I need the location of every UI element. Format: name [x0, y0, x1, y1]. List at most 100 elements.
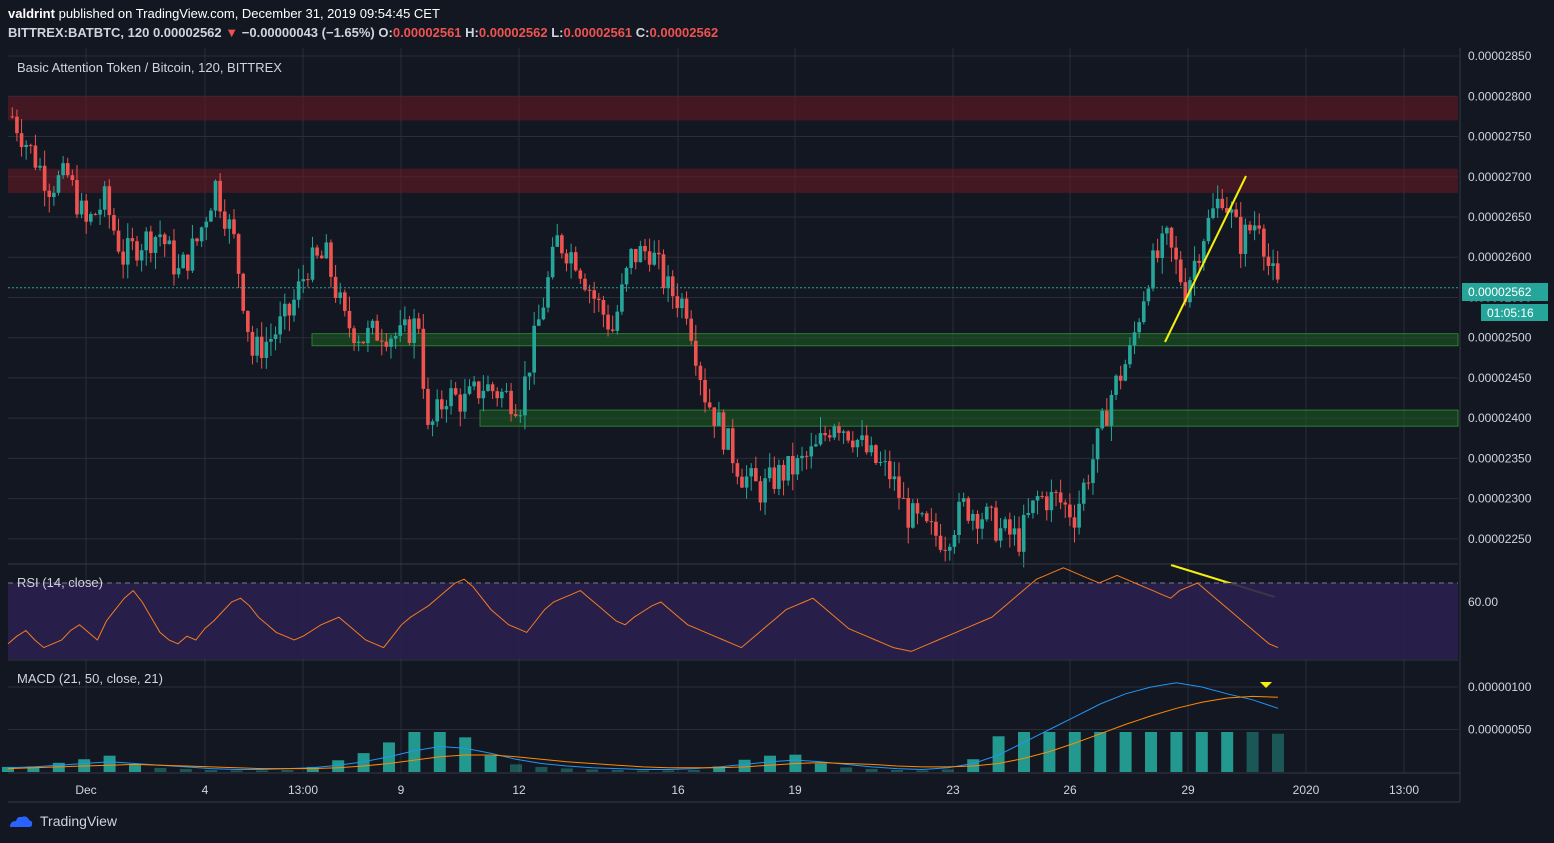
candle-body	[1146, 288, 1151, 302]
zone-support	[479, 409, 1459, 427]
candle-body	[389, 338, 393, 347]
candle-body	[638, 245, 643, 263]
main-pane-title: Basic Attention Token / Bitcoin, 120, BI…	[17, 60, 282, 75]
candle-body	[814, 444, 818, 447]
y-tick-label: 0.00002700	[1468, 170, 1532, 184]
candle-body	[592, 290, 597, 299]
candle-body	[15, 116, 19, 134]
candle-body	[606, 314, 610, 330]
candle-body	[292, 299, 296, 316]
candle-body	[1192, 260, 1197, 281]
candle-body	[139, 250, 144, 261]
candle-body	[846, 431, 851, 441]
candle-body	[550, 246, 555, 278]
candle-body	[52, 192, 56, 198]
candle-body	[560, 235, 564, 254]
macd-histogram-bar	[611, 769, 624, 772]
candle-body	[1128, 345, 1132, 365]
candle-body	[532, 325, 536, 373]
candle-body	[1091, 459, 1095, 484]
brand-name: TradingView	[40, 813, 118, 829]
candle-body	[486, 384, 490, 391]
tradingview-logo[interactable]: TradingView	[8, 813, 117, 829]
macd-histogram-bar	[560, 768, 573, 772]
candle-body	[947, 546, 952, 551]
candle-body	[472, 381, 476, 387]
candle-body	[384, 341, 389, 347]
publisher-name[interactable]: valdrint	[8, 6, 55, 21]
macd-histogram-bar	[1246, 732, 1259, 772]
candle-body	[56, 175, 61, 193]
price-zones	[8, 96, 1459, 427]
candle-body	[915, 503, 920, 514]
macd-histogram-bar	[586, 769, 599, 772]
high-value: 0.00002562	[478, 25, 548, 40]
candle-body	[33, 145, 38, 168]
macd-histogram-bar	[154, 767, 167, 772]
candle-body	[28, 144, 33, 146]
candle-body	[75, 180, 79, 215]
candle-body	[379, 340, 384, 342]
candle-body	[301, 279, 306, 282]
macd-histogram-bar	[484, 755, 497, 772]
candle-body	[1178, 259, 1183, 283]
candle-body	[513, 414, 518, 417]
macd-histogram-bar	[662, 770, 675, 772]
candle-body	[185, 254, 190, 271]
y-tick-label: 0.00002250	[1468, 532, 1532, 546]
candle-body	[980, 519, 984, 529]
x-tick-label: 19	[788, 783, 802, 797]
rsi-pane-title: RSI (14, close)	[17, 575, 103, 590]
candle-body	[523, 376, 527, 416]
candle-body	[10, 116, 15, 118]
candle-body	[1197, 260, 1201, 264]
candle-body	[366, 327, 370, 344]
candle-body	[800, 455, 804, 459]
candle-body	[38, 165, 42, 168]
macd-histogram-bar	[408, 732, 421, 772]
candle-body	[546, 277, 550, 308]
candle-body	[172, 240, 176, 275]
candle-body	[989, 506, 994, 508]
candle-body	[957, 501, 961, 536]
candle-body	[84, 200, 89, 222]
candle-body	[864, 435, 869, 453]
close-value: 0.00002562	[649, 25, 719, 40]
candle-body	[282, 303, 287, 317]
candle-body	[195, 238, 199, 242]
candle-body	[1086, 482, 1091, 484]
candle-body	[809, 446, 814, 457]
candle-body	[1012, 528, 1017, 535]
candle-body	[1252, 225, 1257, 231]
candle-body	[458, 394, 463, 412]
candle-body	[924, 513, 929, 522]
candle-body	[1206, 217, 1211, 242]
x-tick-label: 4	[202, 783, 209, 797]
candle-body	[449, 388, 453, 407]
candle-body	[227, 219, 232, 229]
change-text: −0.00000043 (−1.65%)	[241, 25, 375, 40]
rsi-pane[interactable]: 60.00	[7, 567, 1498, 659]
candle-body	[823, 433, 827, 436]
candle-body	[837, 426, 841, 433]
candle-body	[264, 341, 269, 358]
rsi-band	[8, 583, 1458, 659]
candle-body	[938, 535, 943, 550]
candle-body	[855, 439, 860, 448]
candle-body	[435, 399, 439, 422]
candle-body	[587, 289, 592, 291]
x-tick-label: 9	[398, 783, 405, 797]
candle-body	[620, 284, 624, 312]
candle-body	[564, 253, 569, 264]
macd-pane[interactable]: 0.00000100 0.00000050	[2, 680, 1532, 772]
macd-histogram-bar	[992, 736, 1005, 772]
macd-histogram-bar	[510, 764, 522, 772]
candle-body	[707, 402, 712, 408]
macd-histogram-bar	[637, 770, 649, 772]
candle-body	[1105, 410, 1109, 426]
candle-body	[319, 255, 324, 259]
candle-body	[70, 175, 75, 181]
close-label: C:	[635, 25, 650, 40]
candle-body	[1229, 209, 1234, 213]
